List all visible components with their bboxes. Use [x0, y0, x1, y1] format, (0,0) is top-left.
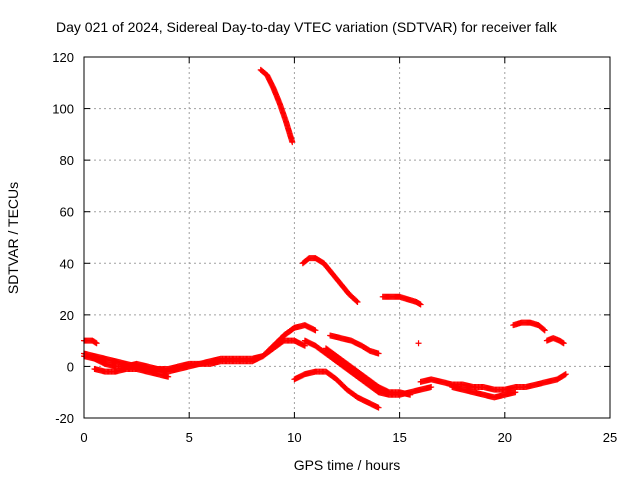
data-point	[165, 373, 172, 380]
y-axis-label: SDTVAR / TECUs	[5, 182, 21, 294]
series-arc-15	[327, 332, 382, 357]
y-tick-label: 80	[60, 153, 74, 168]
x-tick-label: 0	[80, 430, 87, 445]
x-tick-label: 10	[287, 430, 301, 445]
series-arc-2	[299, 255, 361, 305]
series-arc-1	[257, 66, 296, 146]
series-arc-3	[379, 293, 424, 308]
data-point	[375, 404, 382, 411]
data-point	[560, 340, 567, 347]
data-point	[417, 301, 424, 308]
chart-title: Day 021 of 2024, Sidereal Day-to-day VTE…	[56, 19, 558, 35]
grid-lines	[84, 57, 610, 418]
y-tick-label: 100	[52, 102, 74, 117]
axis-ticks: 0 5 10 15 20 25 -20 0 20 40 60 80 100 120	[52, 50, 617, 445]
series-arc-14	[322, 345, 414, 398]
series-arc-17	[449, 384, 519, 401]
data-point	[428, 384, 435, 391]
x-axis-label: GPS time / hours	[294, 457, 401, 473]
data-point	[289, 139, 296, 146]
series-arc-10	[91, 366, 172, 380]
data-point	[353, 298, 360, 305]
data-point	[301, 342, 308, 349]
y-tick-label: 40	[60, 256, 74, 271]
data-points	[81, 66, 569, 411]
data-point	[512, 389, 519, 396]
plot-frame	[83, 56, 611, 419]
series-arc-5	[543, 335, 567, 347]
series-arc-13	[301, 337, 435, 398]
series-arc-12	[291, 368, 382, 411]
x-tick-label: 25	[603, 430, 617, 445]
data-point	[375, 350, 382, 357]
data-point	[541, 327, 548, 334]
data-point	[407, 391, 414, 398]
data-point	[93, 340, 100, 347]
y-tick-label: 120	[52, 50, 74, 65]
series-arc-4	[510, 319, 548, 334]
series-arc-9	[81, 324, 298, 373]
y-tick-label: -20	[55, 411, 74, 426]
x-tick-label: 15	[392, 430, 406, 445]
y-tick-label: 60	[60, 205, 74, 220]
data-point	[540, 326, 547, 333]
data-point	[354, 298, 361, 305]
x-tick-label: 20	[498, 430, 512, 445]
y-tick-label: 20	[60, 308, 74, 323]
y-tick-label: 0	[67, 359, 74, 374]
data-point	[562, 371, 569, 378]
series-arc-6	[415, 340, 422, 347]
series-arc-11	[280, 322, 319, 339]
data-point	[415, 340, 422, 347]
data-point	[312, 327, 319, 334]
series-arc-16	[417, 371, 569, 393]
x-tick-label: 5	[186, 430, 193, 445]
